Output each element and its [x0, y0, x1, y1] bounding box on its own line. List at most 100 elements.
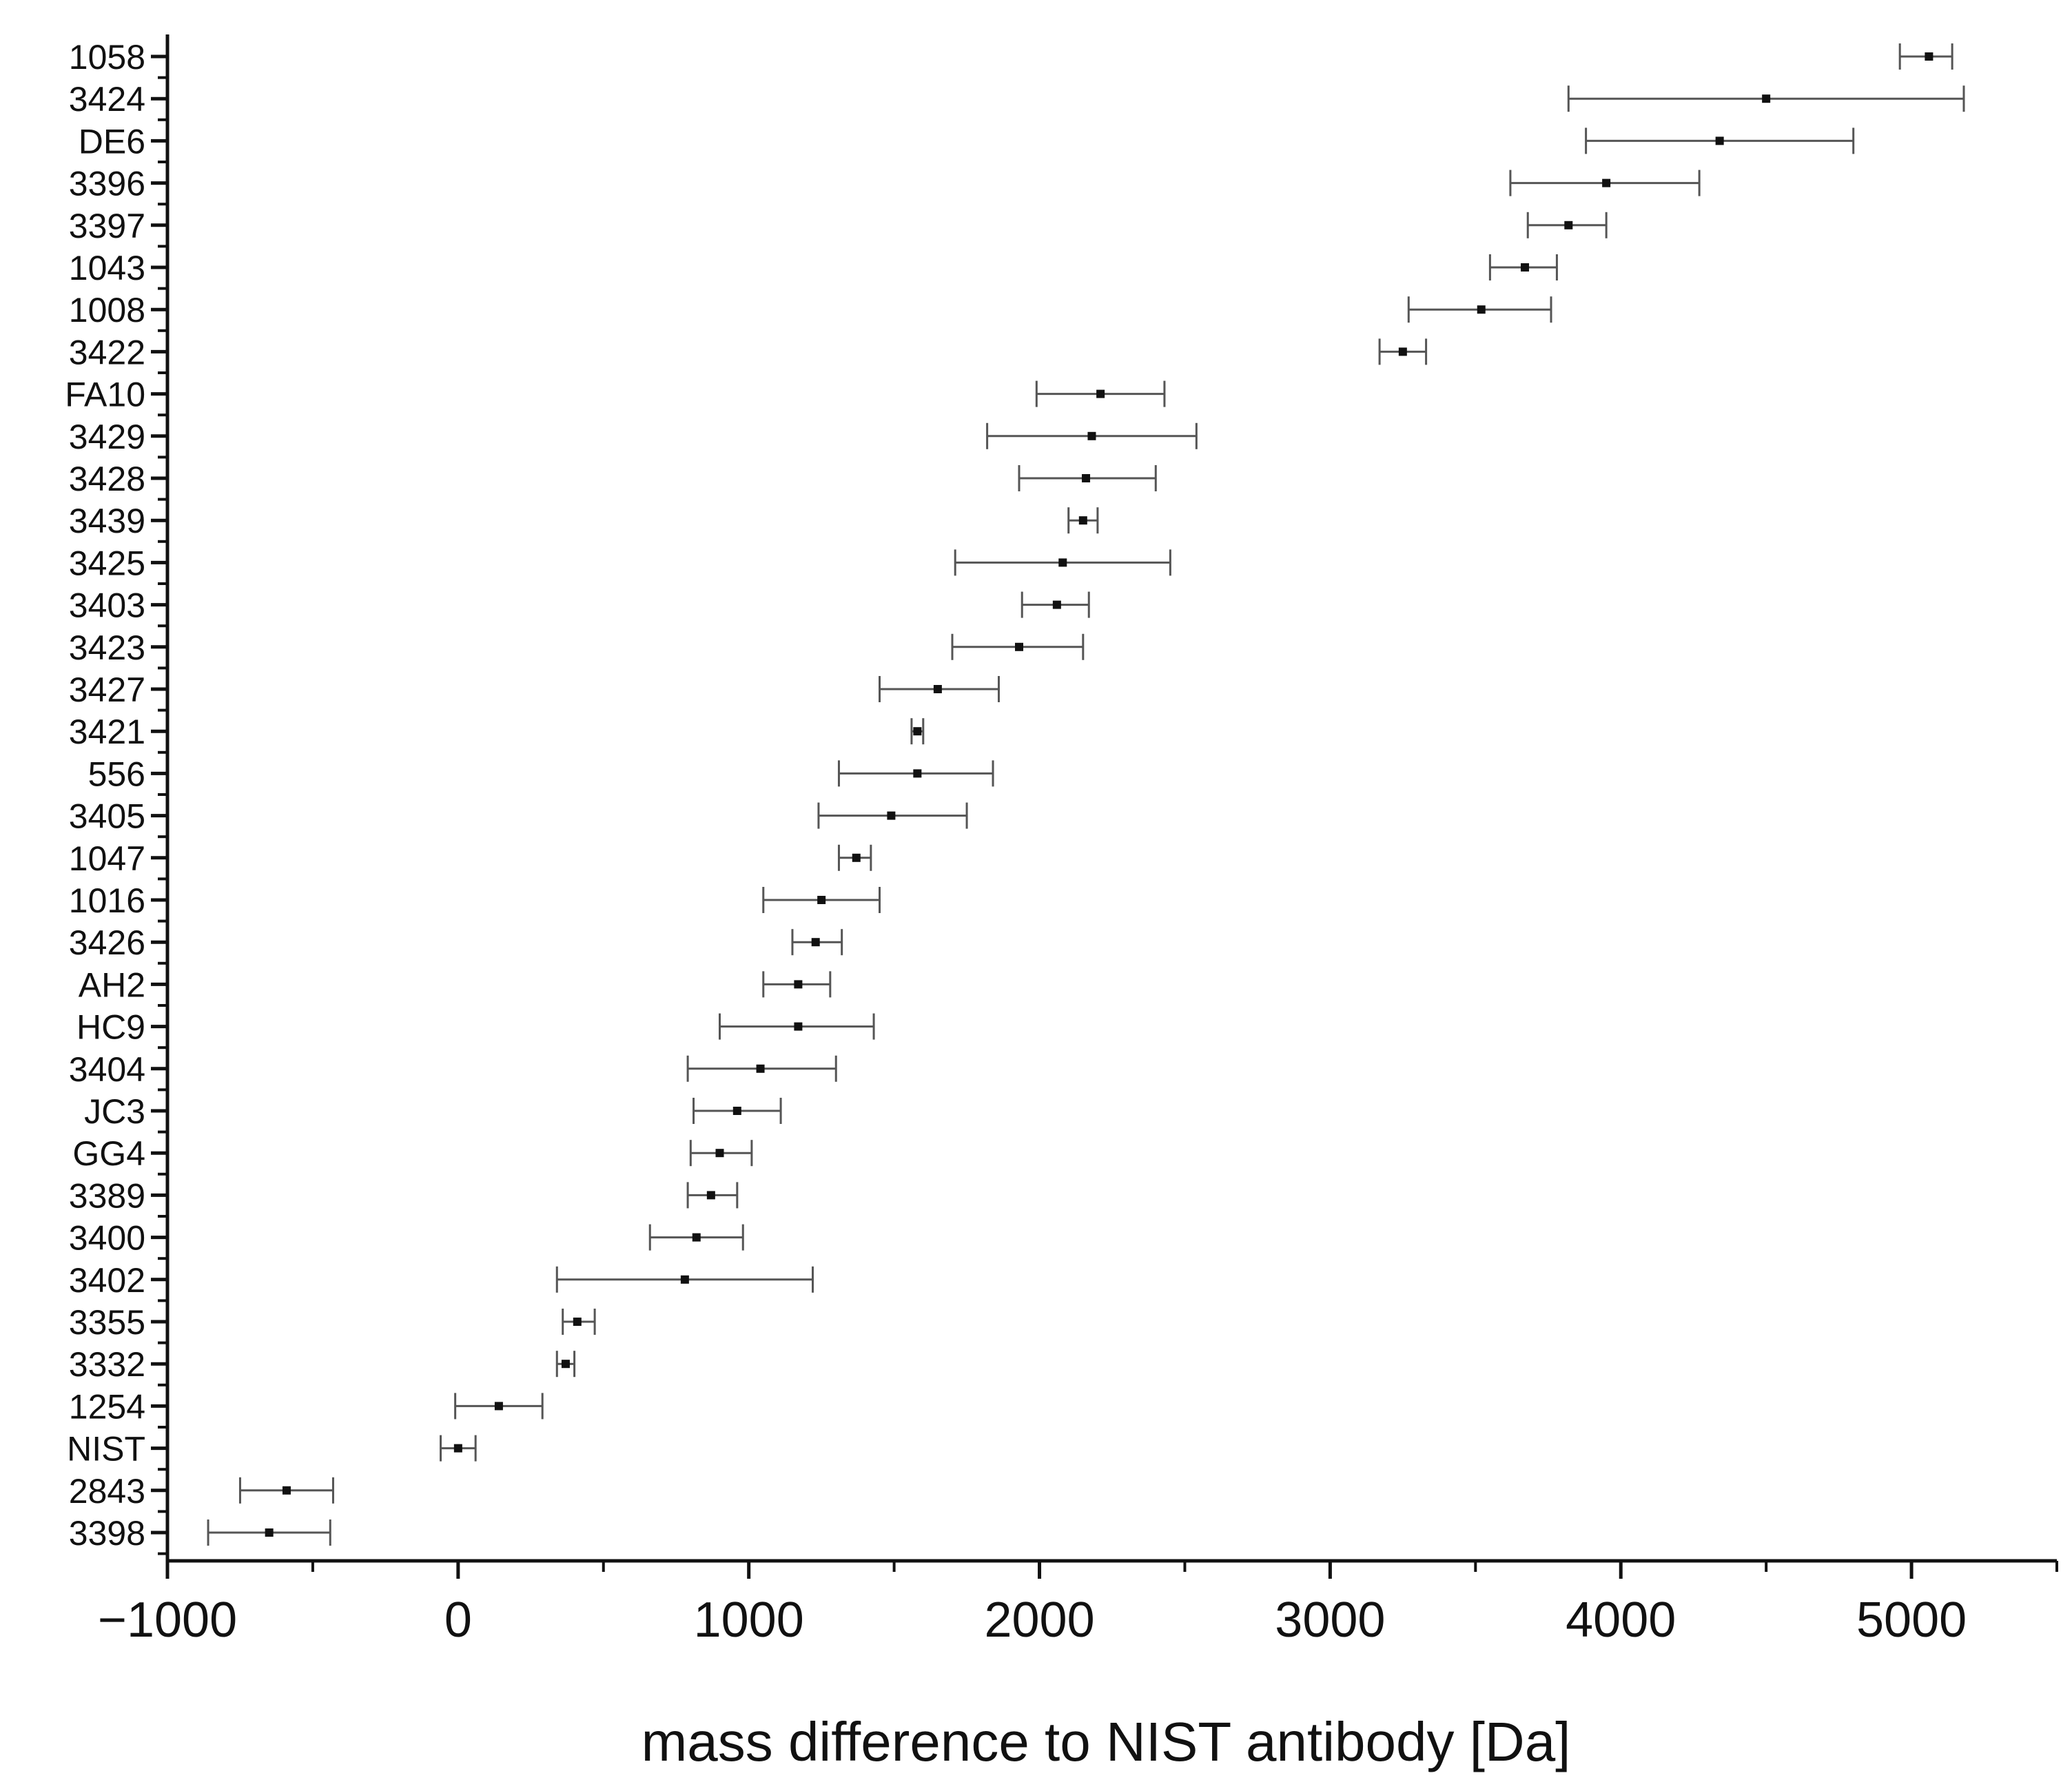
- y-category-label: DE6: [79, 122, 145, 161]
- data-point-marker: [913, 727, 922, 736]
- data-point-marker: [561, 1360, 570, 1369]
- data-point-marker: [573, 1318, 582, 1326]
- error-bar-point: [954, 549, 1171, 576]
- data-point-marker: [1058, 558, 1067, 567]
- y-category-label: 3428: [69, 460, 145, 498]
- error-bar-point: [719, 1013, 875, 1040]
- y-category-label: 3439: [69, 502, 145, 540]
- data-point-marker: [706, 1191, 715, 1200]
- y-category-label: 556: [88, 755, 145, 793]
- error-bar-point: [555, 1351, 576, 1378]
- error-bar-point: [238, 1477, 334, 1504]
- error-bar-point: [762, 971, 832, 998]
- x-tick-label: 3000: [1275, 1593, 1385, 1648]
- error-bar-point: [1488, 254, 1558, 280]
- axes: [165, 34, 2057, 1563]
- error-bar-point: [562, 1309, 596, 1335]
- y-category-label: 1043: [69, 249, 145, 287]
- y-category-label: NIST: [67, 1430, 145, 1468]
- error-bar-point: [207, 1519, 331, 1546]
- y-category-label: 3397: [69, 207, 145, 245]
- data-point-marker: [913, 769, 922, 778]
- data-point-marker: [811, 938, 820, 947]
- data-point-marker: [1477, 305, 1486, 314]
- data-point-marker: [887, 811, 896, 820]
- error-bar-point: [1526, 212, 1608, 238]
- y-category-label: 3398: [69, 1514, 145, 1553]
- y-category-label: 3389: [69, 1176, 145, 1215]
- error-bar-point: [1509, 170, 1701, 196]
- data-point-marker: [817, 896, 826, 904]
- error-bar-point: [555, 1266, 814, 1293]
- y-category-label: 3424: [69, 80, 145, 119]
- error-bar-point: [762, 887, 881, 913]
- y-category-label: 3400: [69, 1219, 145, 1258]
- y-category-label: 3403: [69, 586, 145, 625]
- y-category-label: 2843: [69, 1472, 145, 1511]
- y-category-label: 3429: [69, 418, 145, 456]
- y-category-label: 1008: [69, 291, 145, 329]
- y-category-label: 1047: [69, 839, 145, 878]
- data-point-marker: [1096, 389, 1105, 398]
- data-point-marker: [1602, 178, 1611, 187]
- error-bar-point: [454, 1393, 544, 1420]
- error-bar-point: [837, 760, 994, 787]
- y-category-label: 1058: [69, 38, 145, 76]
- y-category-label: FA10: [65, 376, 145, 414]
- error-bar-point: [817, 802, 968, 829]
- data-point-marker: [265, 1528, 274, 1537]
- x-axis-ticks: −1000 0 1000 2000 3000 4000 5000: [98, 1561, 2058, 1648]
- y-category-label: 1016: [69, 881, 145, 920]
- data-point-marker: [1087, 431, 1096, 440]
- error-bar-point: [689, 1140, 753, 1167]
- error-bar-point: [1020, 591, 1090, 618]
- y-category-label: 3427: [69, 671, 145, 709]
- data-point-marker: [1052, 600, 1061, 609]
- data-point-marker: [756, 1064, 765, 1073]
- error-bar-point: [1378, 338, 1428, 365]
- error-bar-point: [986, 422, 1198, 449]
- error-bar-point: [1567, 85, 1965, 112]
- error-bar-point: [1067, 507, 1099, 534]
- y-category-label: 3396: [69, 165, 145, 203]
- error-bar-point: [1585, 127, 1855, 154]
- x-tick-label: 4000: [1566, 1593, 1676, 1648]
- error-bar-point: [1035, 380, 1166, 407]
- data-point-marker: [1521, 263, 1530, 272]
- error-bar-point: [1898, 43, 1953, 70]
- x-tick-label: 2000: [984, 1593, 1094, 1648]
- y-category-label: 3355: [69, 1303, 145, 1342]
- data-point-marker: [692, 1233, 701, 1242]
- data-point-marker: [680, 1275, 689, 1284]
- data-point-marker: [794, 1022, 803, 1031]
- data-point-marker: [1762, 94, 1771, 103]
- y-category-label: 3404: [69, 1050, 145, 1089]
- y-category-label: JC3: [84, 1092, 145, 1131]
- data-point-marker: [1564, 221, 1573, 229]
- x-tick-label: −1000: [98, 1593, 237, 1648]
- data-point-marker: [852, 853, 861, 862]
- data-point-marker: [794, 980, 803, 989]
- x-tick-label: 1000: [694, 1593, 804, 1648]
- data-point-marker: [1082, 474, 1091, 482]
- x-tick-label: 5000: [1856, 1593, 1967, 1648]
- error-bar-point: [837, 844, 872, 871]
- data-point-marker: [1398, 347, 1407, 356]
- error-bar-point: [648, 1224, 744, 1251]
- y-category-label: 3423: [69, 628, 145, 667]
- data-point-marker: [1015, 642, 1024, 651]
- data-point-marker: [494, 1402, 503, 1411]
- y-category-label: HC9: [76, 1008, 145, 1047]
- y-category-label: 3402: [69, 1261, 145, 1300]
- y-category-label: 3332: [69, 1345, 145, 1384]
- data-marks: [207, 43, 1965, 1546]
- x-tick-label: 0: [444, 1593, 472, 1648]
- error-bar-point: [951, 633, 1085, 660]
- data-point-marker: [1715, 136, 1724, 145]
- data-point-marker: [1925, 52, 1933, 61]
- y-category-label: 3422: [69, 333, 145, 371]
- y-category-label: 3425: [69, 544, 145, 582]
- y-category-label: GG4: [72, 1134, 145, 1173]
